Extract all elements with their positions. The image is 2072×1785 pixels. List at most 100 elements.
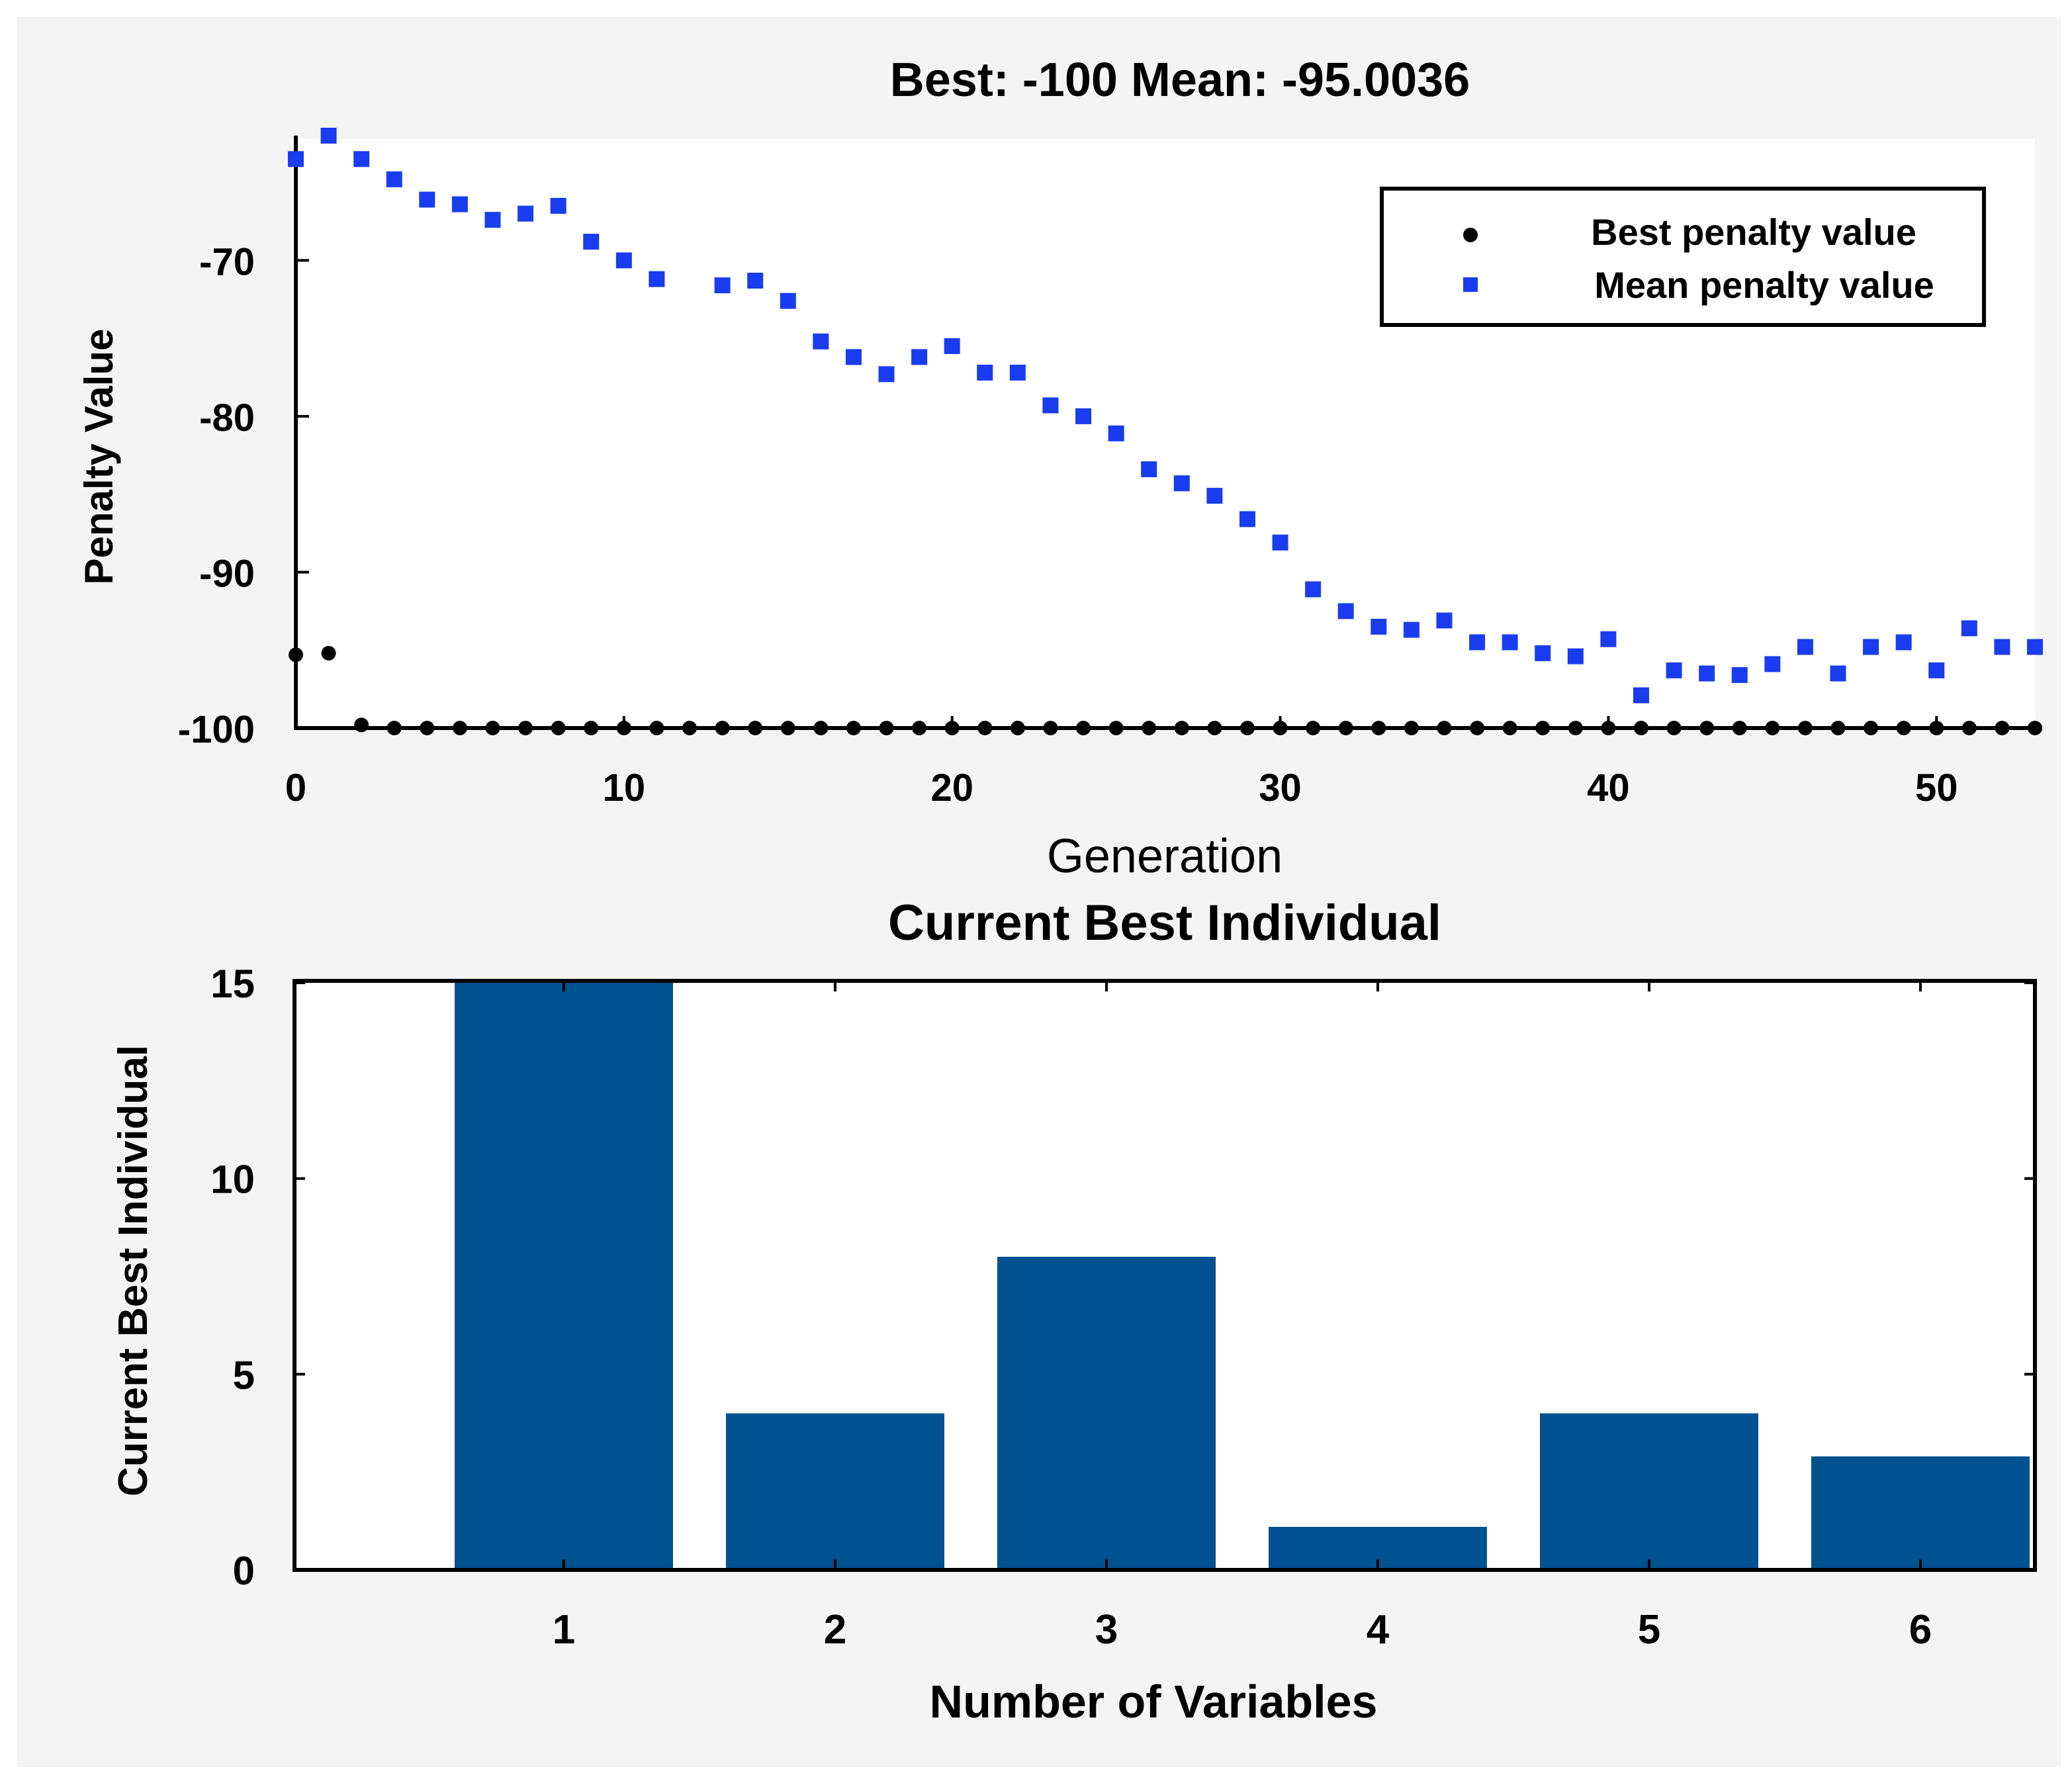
- mean-penalty-point: [1994, 639, 2010, 655]
- mean-penalty-point: [550, 197, 566, 214]
- bar-y-ticks: 0 5 10 15: [210, 962, 2035, 1593]
- bar-plot-title: Current Best Individual: [888, 895, 1441, 951]
- best-penalty-point: [1076, 721, 1091, 735]
- penalty-x-tick-label: 0: [285, 766, 306, 809]
- mean-penalty-point: [518, 205, 534, 222]
- best-penalty-point: [1404, 721, 1419, 735]
- best-penalty-point: [1239, 721, 1255, 735]
- bar: [455, 983, 673, 1570]
- best-penalty-point: [682, 721, 698, 735]
- bar-y-tick-label: 10: [210, 1158, 255, 1202]
- mean-penalty-point: [288, 151, 304, 167]
- mean-penalty-point: [649, 271, 665, 287]
- best-penalty-point: [485, 721, 500, 735]
- mean-penalty-point: [747, 273, 764, 289]
- best-penalty-point: [1306, 721, 1321, 735]
- best-penalty-point: [1470, 721, 1485, 735]
- best-penalty-point: [846, 721, 861, 735]
- mean-penalty-point: [780, 293, 796, 309]
- mean-penalty-point: [1206, 488, 1223, 504]
- mean-penalty-point: [1009, 365, 1026, 381]
- best-penalty-point: [1437, 721, 1452, 735]
- mean-penalty-point: [944, 338, 960, 354]
- mean-penalty-point: [1141, 461, 1157, 478]
- best-penalty-point: [1666, 721, 1682, 735]
- best-penalty-point: [1535, 721, 1551, 735]
- mean-penalty-point: [484, 212, 501, 228]
- best-penalty-point: [1995, 721, 2010, 735]
- bar-x-tick-label: 1: [553, 1607, 575, 1653]
- best-penalty-point: [1568, 721, 1583, 735]
- best-penalty-point: [813, 721, 829, 735]
- best-penalty-point: [1633, 721, 1648, 735]
- legend-best-label: Best penalty value: [1591, 211, 1916, 253]
- bar-x-ticks: 1 2 3 4 5 6: [553, 981, 1932, 1653]
- legend-mean-marker: [1463, 277, 1478, 292]
- mean-penalty-point: [1305, 581, 1322, 598]
- penalty-y-tick-label: -100: [178, 708, 255, 751]
- legend-mean-label: Mean penalty value: [1594, 264, 1934, 306]
- best-penalty-point: [780, 721, 795, 735]
- penalty-x-axis-label: Generation: [1047, 830, 1283, 883]
- best-penalty-point: [1338, 721, 1353, 735]
- penalty-x-tick-label: 20: [930, 766, 973, 809]
- mean-penalty-point: [1075, 408, 1092, 424]
- mean-penalty-point: [1731, 666, 1748, 683]
- best-penalty-point: [977, 721, 993, 735]
- penalty-y-tick-label: -90: [199, 552, 255, 595]
- best-penalty-point: [1174, 721, 1189, 735]
- mean-penalty-point: [1600, 631, 1617, 647]
- best-penalty-point: [1043, 721, 1058, 735]
- mean-penalty-point: [1764, 656, 1781, 672]
- penalty-plot-title: Best: -100 Mean: -95.0036: [890, 54, 1470, 107]
- best-penalty-point: [1699, 721, 1715, 735]
- best-penalty-point: [551, 721, 566, 735]
- best-penalty-point: [1896, 721, 1911, 735]
- best-penalty-point: [1207, 721, 1222, 735]
- best-penalty-point: [748, 721, 763, 735]
- penalty-x-tick-label: 40: [1587, 766, 1630, 809]
- mean-penalty-point: [1633, 687, 1649, 704]
- mean-penalty-point: [1535, 645, 1551, 661]
- best-penalty-point: [518, 721, 533, 735]
- penalty-legend: Best penalty value Mean penalty value: [1380, 187, 1986, 327]
- best-penalty-point: [944, 721, 960, 735]
- best-penalty-point: [321, 645, 336, 661]
- legend-box: [1380, 187, 1986, 327]
- bar-axes-frame: [293, 979, 2037, 1572]
- mean-penalty-point: [878, 366, 895, 383]
- mean-penalty-point: [1173, 475, 1190, 492]
- mean-penalty-point: [1961, 620, 1977, 637]
- mean-penalty-point: [1469, 634, 1486, 651]
- best-penalty-point: [879, 721, 894, 735]
- best-penalty-point: [1142, 721, 1157, 735]
- mean-penalty-point: [1863, 639, 1879, 655]
- best-penalty-point: [1502, 721, 1517, 735]
- penalty-y-tick-label: -70: [199, 240, 255, 283]
- mean-penalty-point: [451, 196, 468, 212]
- best-penalty-point: [1797, 721, 1813, 735]
- mean-penalty-point: [1666, 662, 1682, 678]
- bar-x-tick-label: 6: [1909, 1607, 1932, 1653]
- mean-penalty-point: [977, 365, 993, 381]
- best-individual-plot: Current Best Individual 0 5 10 15 1 2 3 4 5 6 Nu…: [111, 895, 2037, 1727]
- bar: [1811, 1456, 2030, 1570]
- penalty-x-tick-label: 10: [603, 766, 646, 809]
- mean-penalty-point: [2027, 639, 2043, 655]
- mean-penalty-point: [1403, 621, 1419, 638]
- mean-penalty-point: [1830, 665, 1846, 682]
- bar-y-tick-label: 5: [233, 1353, 255, 1397]
- best-penalty-point: [1765, 721, 1780, 735]
- penalty-x-tick-label: 30: [1259, 766, 1302, 809]
- mean-penalty-point: [1108, 425, 1124, 441]
- mean-penalty-point: [813, 333, 829, 349]
- best-penalty-point: [1929, 721, 1944, 735]
- best-penalty-point: [1371, 721, 1386, 735]
- bar: [1540, 1413, 1758, 1570]
- mean-penalty-point: [583, 234, 600, 250]
- bar: [997, 1256, 1216, 1570]
- mean-penalty-point: [714, 277, 731, 294]
- mean-penalty-point: [615, 252, 632, 269]
